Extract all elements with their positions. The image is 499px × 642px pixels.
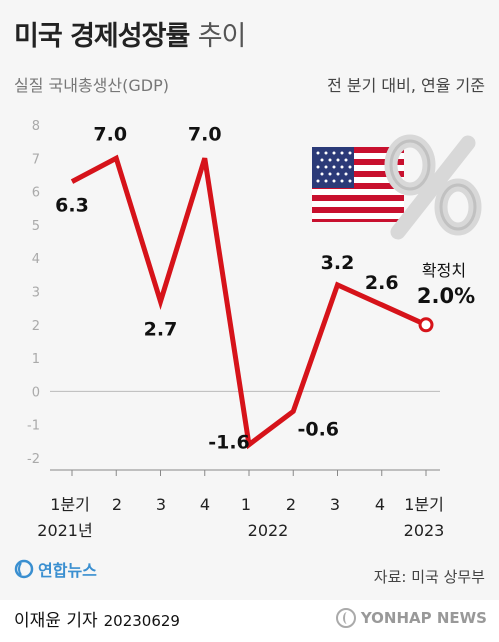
data-label: 6.3 bbox=[55, 195, 89, 217]
x-year-label: 2023 bbox=[404, 521, 445, 540]
y-tick-label: 1 bbox=[32, 352, 40, 367]
final-note-label: 확정치 bbox=[422, 261, 466, 280]
page-title: 미국 경제성장률 추이 bbox=[14, 14, 247, 53]
yonhap-circle-icon bbox=[335, 608, 356, 628]
data-label: 2.6 bbox=[365, 272, 399, 294]
reporter-name: 이재윤 기자 bbox=[14, 611, 98, 631]
data-label: 3.2 bbox=[321, 252, 355, 274]
yonhap-mark-icon bbox=[14, 559, 34, 579]
y-tick-label: 5 bbox=[32, 219, 40, 234]
line-chart: 8 7 6 5 4 3 2 1 0 -1 -2 1분기 2 3 4 1 2 3 4 1분기 2021년 2022 2023… bbox=[27, 119, 482, 540]
source-note: 자료: 미국 상무부 bbox=[373, 568, 485, 586]
percent-icon bbox=[384, 134, 482, 240]
y-tick-label: 0 bbox=[32, 385, 40, 400]
subtitle-left: 실질 국내총생산(GDP) bbox=[14, 76, 169, 95]
data-label: 2.7 bbox=[144, 318, 178, 340]
x-year-label: 2021년 bbox=[37, 521, 92, 540]
data-label: 7.0 bbox=[93, 123, 127, 145]
data-label: -0.6 bbox=[297, 418, 339, 440]
data-label: 7.0 bbox=[188, 123, 222, 145]
y-tick-label: 4 bbox=[32, 252, 40, 267]
final-point-marker bbox=[418, 317, 434, 333]
publish-date: 20230629 bbox=[103, 612, 180, 630]
x-axis-ticks: 1분기 2 3 4 1 2 3 4 1분기 2021년 2022 2023 bbox=[37, 470, 444, 540]
final-value-label: 2.0% bbox=[417, 284, 475, 308]
footer-logo-text: YONHAP NEWS bbox=[360, 609, 487, 627]
x-tick-label: 3 bbox=[156, 495, 166, 514]
title-main-text: 미국 경제성장률 bbox=[14, 21, 190, 52]
yonhap-news-logo: YONHAP NEWS bbox=[335, 608, 487, 628]
footer-bar bbox=[0, 600, 499, 642]
title-sub-text: 추이 bbox=[197, 21, 247, 52]
data-label: -1.6 bbox=[208, 432, 250, 454]
subtitle-right: 전 분기 대비, 연율 기준 bbox=[327, 76, 485, 95]
y-tick-label: 6 bbox=[32, 186, 40, 201]
series-line bbox=[70, 154, 428, 450]
x-tick-label: 2 bbox=[286, 495, 296, 514]
x-tick-label: 1분기 bbox=[404, 495, 444, 514]
x-tick-label: 1 bbox=[241, 495, 251, 514]
y-tick-label: -1 bbox=[27, 419, 40, 434]
x-tick-label: 4 bbox=[375, 495, 385, 514]
x-tick-label: 4 bbox=[200, 495, 210, 514]
y-tick-label: -2 bbox=[27, 452, 40, 467]
byline: 이재윤 기자 20230629 bbox=[14, 606, 180, 631]
us-flag-icon bbox=[312, 147, 404, 222]
y-axis-ticks: 8 7 6 5 4 3 2 1 0 -1 -2 bbox=[27, 119, 40, 467]
y-tick-label: 3 bbox=[32, 286, 40, 301]
data-labels: 6.3 7.0 2.7 7.0 -1.6 -0.6 3.2 2.6 확정치 2.0% bbox=[55, 123, 475, 453]
data-markers bbox=[418, 317, 434, 333]
yonhap-logo-left: 연합뉴스 bbox=[14, 557, 97, 581]
x-tick-label: 2 bbox=[112, 495, 122, 514]
x-tick-label: 1분기 bbox=[50, 495, 90, 514]
x-year-label: 2022 bbox=[248, 521, 289, 540]
y-tick-label: 8 bbox=[32, 119, 40, 134]
x-tick-label: 3 bbox=[330, 495, 340, 514]
y-tick-label: 7 bbox=[32, 152, 40, 167]
logo-left-text: 연합뉴스 bbox=[38, 561, 97, 580]
y-tick-label: 2 bbox=[32, 319, 40, 334]
